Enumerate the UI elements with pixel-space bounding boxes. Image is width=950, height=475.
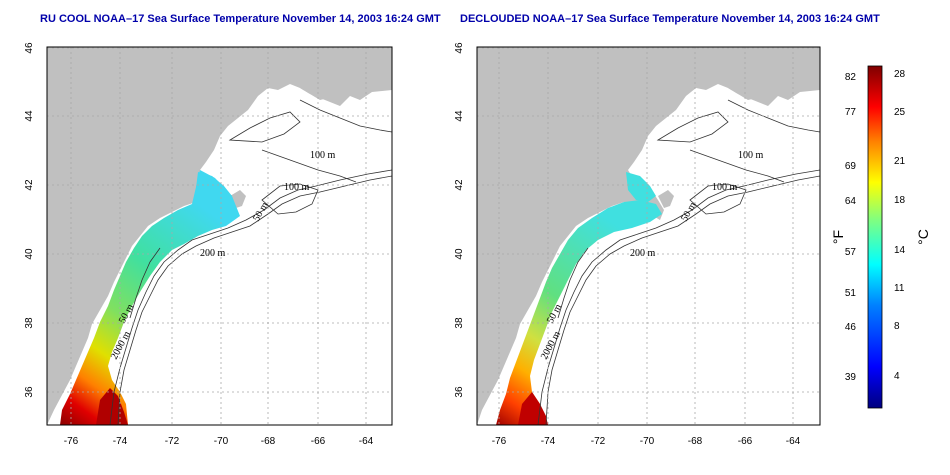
lat-lon-grid xyxy=(477,47,820,425)
colorbar-gradient xyxy=(867,65,883,409)
lat-tick-label: 46 xyxy=(454,42,465,54)
sst-bay-patch xyxy=(196,172,232,208)
fahrenheit-unit-label: °F xyxy=(830,230,846,244)
nova-scotia xyxy=(300,60,392,100)
map-frame xyxy=(46,46,393,426)
lat-tick-label: 40 xyxy=(454,248,465,260)
lon-tick-label: -72 xyxy=(165,436,180,447)
lat-lon-grid xyxy=(47,47,392,425)
sst-bay-patch xyxy=(626,172,656,202)
celsius-tick-label: 11 xyxy=(894,283,905,294)
celsius-tick-label: 21 xyxy=(894,156,906,167)
lat-tick-label: 42 xyxy=(24,179,35,191)
lon-tick-label: -64 xyxy=(786,436,801,447)
lat-tick-label: 46 xyxy=(24,42,35,54)
fahrenheit-tick-label: 51 xyxy=(845,288,857,299)
lon-tick-label: -66 xyxy=(738,436,753,447)
lon-tick-label: -74 xyxy=(541,436,556,447)
sst-southern-core xyxy=(518,392,548,425)
celsius-tick-label: 25 xyxy=(894,107,906,118)
longitude-axis: -76 -74 -72 -70 -68 -66 -64 xyxy=(492,436,801,447)
lon-tick-label: -68 xyxy=(688,436,703,447)
map-title: DECLOUDED NOAA–17 Sea Surface Temperatur… xyxy=(460,13,880,25)
fahrenheit-scale: 82 77 69 64 57 51 46 39 xyxy=(845,72,857,383)
land-mass xyxy=(47,47,392,425)
lat-tick-label: 38 xyxy=(454,317,465,329)
celsius-tick-label: 28 xyxy=(894,69,906,80)
land-mass xyxy=(477,47,820,425)
lon-tick-label: -70 xyxy=(640,436,655,447)
fahrenheit-tick-label: 57 xyxy=(845,247,857,258)
fahrenheit-tick-label: 64 xyxy=(845,196,857,207)
longitude-axis: -76 -74 -72 -70 -68 -66 -64 xyxy=(64,436,374,447)
contour-label: 200 m xyxy=(630,248,656,259)
celsius-unit-label: °C xyxy=(915,229,931,245)
nova-scotia xyxy=(728,60,820,100)
fahrenheit-tick-label: 69 xyxy=(845,161,857,172)
contour-label: 100 m xyxy=(738,150,764,161)
lat-tick-label: 42 xyxy=(454,179,465,191)
fahrenheit-tick-label: 46 xyxy=(845,322,857,333)
celsius-scale: 28 25 21 18 14 11 8 4 xyxy=(894,69,906,382)
lon-tick-label: -68 xyxy=(261,436,276,447)
lat-tick-label: 44 xyxy=(454,110,465,122)
fahrenheit-tick-label: 77 xyxy=(845,107,857,118)
contour-label: 200 m xyxy=(200,248,226,259)
sst-coastal-band xyxy=(496,200,662,425)
bathymetry-contours xyxy=(109,99,392,425)
lon-tick-label: -64 xyxy=(359,436,374,447)
latitude-axis: 46 44 42 40 38 36 xyxy=(24,42,35,398)
temperature-colorbar: 82 77 69 64 57 51 46 39 28 25 21 18 14 1… xyxy=(830,65,931,409)
map-title: RU COOL NOAA–17 Sea Surface Temperature … xyxy=(40,13,441,25)
lon-tick-label: -72 xyxy=(591,436,606,447)
lat-tick-label: 40 xyxy=(24,248,35,260)
contour-label: 100 m xyxy=(310,150,336,161)
sst-coastal-band xyxy=(60,170,240,425)
celsius-tick-label: 18 xyxy=(894,195,906,206)
cape-cod xyxy=(658,190,674,208)
sst-map-raw xyxy=(47,47,392,425)
lon-tick-label: -76 xyxy=(492,436,507,447)
fahrenheit-tick-label: 82 xyxy=(845,72,857,83)
sst-map-declouded xyxy=(477,47,820,425)
lon-tick-label: -70 xyxy=(214,436,229,447)
latitude-axis: 46 44 42 40 38 36 xyxy=(454,42,465,398)
celsius-tick-label: 8 xyxy=(894,321,900,332)
lat-tick-label: 38 xyxy=(24,317,35,329)
lat-tick-label: 36 xyxy=(454,386,465,398)
lon-tick-label: -66 xyxy=(311,436,326,447)
lat-tick-label: 36 xyxy=(24,386,35,398)
contour-label: 100 m xyxy=(712,182,738,193)
celsius-tick-label: 14 xyxy=(894,245,906,256)
lon-tick-label: -74 xyxy=(113,436,128,447)
map-frame xyxy=(476,46,821,426)
lon-tick-label: -76 xyxy=(64,436,79,447)
celsius-tick-label: 4 xyxy=(894,371,900,382)
contour-label: 100 m xyxy=(284,182,310,193)
fahrenheit-tick-label: 39 xyxy=(845,372,857,383)
lat-tick-label: 44 xyxy=(24,110,35,122)
